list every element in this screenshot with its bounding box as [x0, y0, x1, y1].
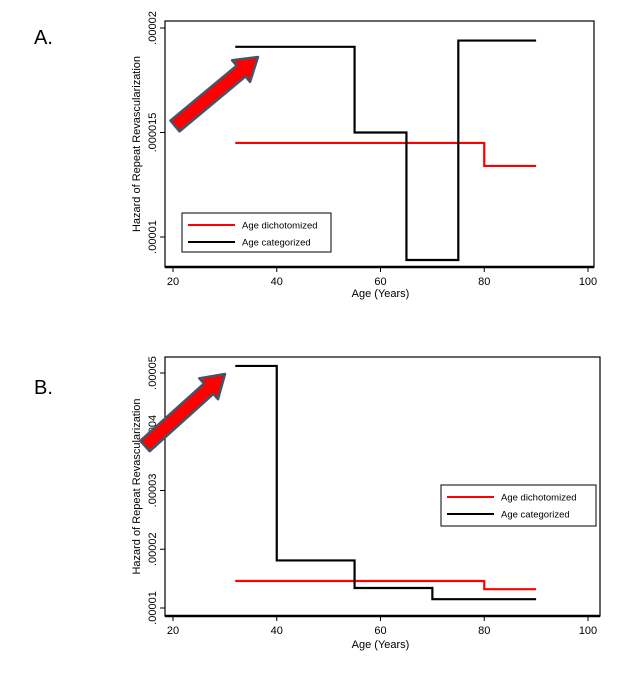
series-line-age-dichotomized	[235, 579, 537, 591]
x-tick-label: 100	[579, 276, 597, 288]
x-tick-label: 100	[579, 625, 597, 637]
series-line-age-categorized	[235, 39, 537, 262]
x-tick-label: 80	[478, 276, 490, 288]
x-tick-label: 20	[167, 625, 179, 637]
panel-label: B.	[34, 377, 53, 399]
legend-label: Age dichotomized	[501, 493, 577, 504]
x-tick-label: 80	[478, 625, 490, 637]
x-tick-label: 40	[271, 276, 283, 288]
y-tick-label: .00001	[147, 591, 159, 625]
legend-label: Age categorized	[242, 238, 311, 249]
x-tick-label: 20	[167, 276, 179, 288]
y-tick-label: .00005	[147, 356, 159, 390]
chart-panel-b: B. 20 40 60 80 100 Age (Years) .00001 .00002 .000…	[34, 356, 601, 651]
x-tick-label: 60	[374, 276, 386, 288]
y-tick-label: .00002	[147, 11, 159, 45]
legend-box	[440, 484, 597, 527]
panel-label: A.	[34, 27, 53, 49]
y-tick-label: .00003	[147, 474, 159, 508]
x-axis-title: Age (Years)	[352, 288, 410, 300]
y-axis-title: Hazard of Repeat Revascularization	[131, 56, 143, 232]
legend: Age dichotomized Age categorized	[440, 484, 597, 527]
arrow-annotation-icon	[139, 372, 227, 453]
legend-box	[181, 212, 332, 253]
x-axis-title: Age (Years)	[352, 639, 410, 651]
series-line-age-categorized	[235, 364, 537, 601]
legend-label: Age dichotomized	[242, 221, 318, 232]
y-axis-title: Hazard of Repeat Revascularization	[131, 398, 143, 574]
legend: Age dichotomized Age categorized	[181, 212, 332, 253]
series-line-age-dichotomized	[235, 141, 537, 168]
y-tick-label: .000015	[147, 113, 159, 153]
y-tick-label: .00002	[147, 532, 159, 566]
x-tick-label: 40	[271, 625, 283, 637]
x-tick-label: 60	[374, 625, 386, 637]
y-tick-label: .00001	[147, 220, 159, 254]
chart-panel-a: A. 20 40 60 80 100 Age (Years) .00001 .000015 .00…	[34, 11, 597, 300]
arrow-annotation-icon	[169, 55, 260, 133]
legend-label: Age categorized	[501, 510, 570, 521]
